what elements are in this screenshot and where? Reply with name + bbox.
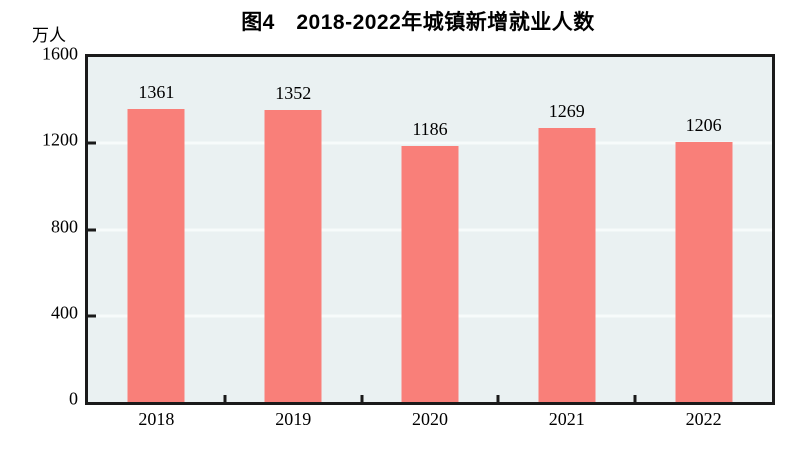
y-axis-tick-mark-800 — [88, 228, 96, 231]
y-axis-unit-label: 万人 — [32, 26, 66, 45]
x-axis-label-2018: 2018 — [138, 409, 175, 429]
y-axis-label-1600: 1600 — [42, 43, 78, 64]
bar-value-label-2020: 1186 — [412, 119, 448, 140]
chart-title: 图4 2018-2022年城镇新增就业人数 — [241, 11, 595, 34]
y-axis-tick-mark-400 — [88, 314, 96, 318]
bar-2021 — [538, 128, 596, 402]
bar-2022 — [675, 141, 733, 402]
x-axis-tick-mark-4 — [633, 395, 637, 402]
x-axis-label-2019: 2019 — [275, 409, 312, 429]
y-axis-tick-mark-1200 — [88, 141, 96, 145]
x-axis-tick-mark-2 — [360, 395, 364, 402]
plot-inner-area: 1361 1352 1186 1269 1206 — [88, 57, 772, 402]
gridline-1200 — [88, 141, 772, 145]
bar-2020 — [401, 146, 459, 402]
x-axis-label-2021: 2021 — [548, 409, 585, 429]
bar-2019 — [264, 110, 322, 402]
y-axis-label-800: 800 — [51, 216, 78, 236]
x-axis-label-2022: 2022 — [685, 409, 722, 429]
bar-value-label-2018: 1361 — [138, 81, 175, 102]
x-axis-tick-mark-3 — [496, 395, 500, 402]
bar-value-label-2019: 1352 — [275, 83, 312, 104]
plot-area: 1361 1352 1186 1269 1206 — [85, 54, 775, 405]
bar-2018 — [127, 108, 185, 402]
y-axis-label-1200: 1200 — [42, 129, 78, 150]
y-axis-tick-labels: 0 400 800 1200 1600 — [0, 44, 78, 409]
bar-value-label-2021: 1269 — [548, 101, 585, 122]
y-axis-label-400: 400 — [51, 302, 78, 323]
y-axis-label-0: 0 — [69, 388, 78, 409]
x-axis-tick-mark-1 — [223, 395, 227, 402]
x-axis-label-2020: 2020 — [412, 409, 448, 429]
bar-value-label-2022: 1206 — [685, 114, 722, 135]
x-axis-labels: 2018 2019 2020 2021 2022 — [88, 409, 772, 433]
